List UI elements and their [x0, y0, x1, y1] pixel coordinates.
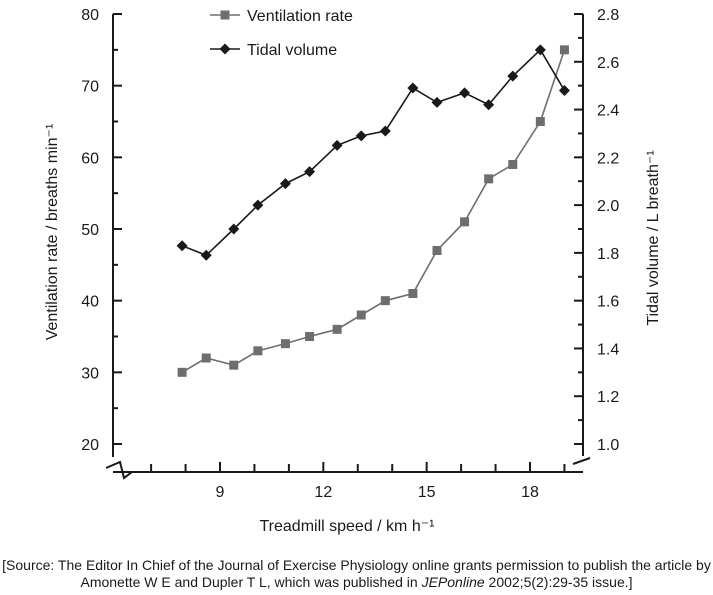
- x-tick-label: 18: [521, 484, 539, 501]
- ventilation-rate-point: [280, 339, 290, 349]
- legend-ventilation-rate-label: Ventilation rate: [247, 8, 353, 25]
- left-axis-title: Ventilation rate / breaths min⁻¹: [44, 124, 61, 341]
- right-tick-label: 2.0: [597, 198, 619, 215]
- tidal-volume-point: [483, 99, 495, 111]
- ventilation-rate-point: [460, 217, 470, 227]
- source-line-1: [Source: The Editor In Chief of the Jour…: [2, 557, 711, 573]
- tidal-volume-point: [507, 70, 519, 82]
- x-tick-label: 12: [314, 484, 332, 501]
- tidal-volume-point: [279, 178, 291, 190]
- right-tick-label: 2.4: [597, 103, 619, 120]
- source-journal: JEPonline: [421, 574, 485, 590]
- ventilation-rate-line: [181, 49, 566, 374]
- tidal-volume-point: [228, 223, 240, 235]
- right-tick-label: 1.8: [597, 246, 619, 263]
- ventilation-rate-point: [253, 346, 263, 356]
- legend-tidal-volume-label: Tidal volume: [247, 42, 337, 59]
- legend: Ventilation rate Tidal volume: [210, 8, 353, 59]
- right-tick-label: 2.6: [597, 55, 619, 72]
- axes: [105, 14, 591, 480]
- ventilation-rate-point: [535, 117, 545, 126]
- right-axis-title: Tidal volume / L breath⁻¹: [645, 150, 662, 325]
- tidal-volume-point: [252, 199, 264, 211]
- tidal-volume-point: [304, 166, 316, 178]
- ventilation-rate-point: [508, 160, 518, 169]
- ventilation-rate-point: [220, 10, 230, 20]
- right-tick-label: 1.2: [597, 389, 619, 406]
- x-axis-title: Treadmill speed / km h⁻¹: [259, 518, 434, 535]
- tidal-volume-point: [355, 130, 367, 142]
- ventilation-rate-point: [356, 310, 366, 320]
- left-tick-label: 20: [81, 437, 99, 454]
- tidal-volume-point: [558, 84, 570, 96]
- tidal-volume-point: [379, 125, 391, 137]
- left-tick-label: 40: [81, 294, 99, 311]
- tidal-volume-point: [176, 240, 188, 252]
- left-tick-label: 50: [81, 222, 99, 239]
- source-line-2: Amonette W E and Dupler T L, which was p…: [0, 574, 713, 591]
- ventilation-rate-point: [432, 246, 442, 255]
- source-line-2-end: 2002;5(2):29-35 issue.]: [484, 574, 633, 590]
- tidal-volume-point: [534, 44, 546, 56]
- ventilation-rate-point: [559, 45, 569, 55]
- left-tick-label: 30: [81, 365, 99, 382]
- right-tick-label: 1.0: [597, 437, 619, 454]
- source-line-2-start: Amonette W E and Dupler T L, which was p…: [80, 574, 422, 590]
- right-tick-label: 1.4: [597, 341, 619, 358]
- tidal-volume-point: [331, 139, 343, 151]
- left-tick-label: 70: [81, 79, 99, 96]
- ventilation-rate-point: [177, 367, 187, 377]
- left-axis-ticks: 20 30 40 50 60 70 80: [81, 7, 122, 454]
- right-axis-ticks: 1.0 1.2 1.4 1.6 1.8 2.0 2.2 2.4 2.6 2.8: [574, 7, 619, 454]
- tidal-volume-point: [431, 96, 443, 108]
- right-tick-label: 2.2: [597, 150, 619, 167]
- ventilation-rate-point: [408, 289, 418, 298]
- ventilation-rate-point: [484, 174, 494, 184]
- ventilation-rate-point: [332, 324, 342, 334]
- left-tick-label: 60: [81, 150, 99, 167]
- source-citation: [Source: The Editor In Chief of the Jour…: [0, 557, 713, 591]
- tidal-volume-point: [459, 87, 471, 99]
- tidal-volume-point: [200, 249, 212, 261]
- right-tick-label: 1.6: [597, 294, 619, 311]
- right-tick-label: 2.8: [597, 7, 619, 24]
- x-tick-label: 15: [418, 484, 436, 501]
- chart: 20 30 40 50 60 70 80 1.0 1.2 1.4 1.6 1.8 2.0 2.2 2.4 2…: [44, 7, 662, 535]
- right-axis-break: [572, 457, 591, 465]
- ventilation-rate-point: [201, 353, 211, 363]
- series-layer: [176, 44, 570, 377]
- ventilation-rate-point: [229, 360, 239, 370]
- ventilation-rate-point: [380, 296, 390, 306]
- x-axis-ticks: 9 12 15 18: [150, 462, 566, 501]
- left-tick-label: 80: [81, 7, 99, 24]
- ventilation-rate-point: [305, 332, 315, 341]
- tidal-volume-point: [407, 82, 419, 94]
- x-tick-label: 9: [216, 484, 225, 501]
- tidal-volume-line: [181, 48, 566, 257]
- tidal-volume-point: [219, 43, 231, 55]
- left-axis-break: [105, 460, 133, 480]
